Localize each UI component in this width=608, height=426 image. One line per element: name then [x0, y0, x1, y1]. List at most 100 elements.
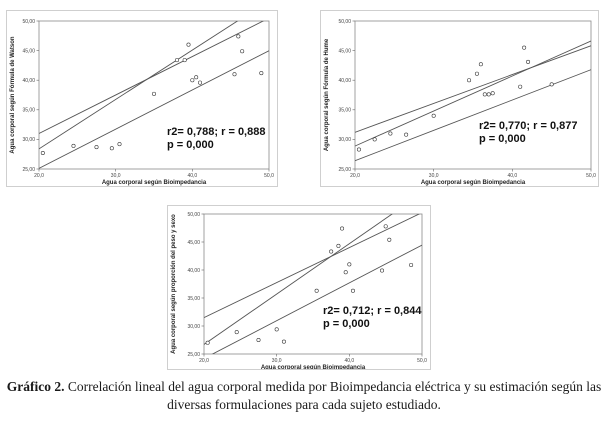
x-tick-label: 50,0: [586, 173, 596, 179]
y-tick-label: 25,00: [22, 167, 35, 173]
data-point: [518, 84, 523, 89]
data-point: [482, 92, 487, 97]
y-tick-label: 45,00: [187, 240, 200, 246]
data-point: [340, 226, 345, 231]
data-point: [522, 45, 527, 50]
y-tick-label: 50,00: [338, 19, 351, 25]
data-point: [372, 137, 377, 142]
scatter-plot-svg: 20,0 30,0 40,0 50,0 25,00 30,00 35,00 40,00 45,0…: [171, 212, 427, 369]
stat-annotation: p = 0,000: [323, 318, 370, 330]
x-tick-label: 40,0: [507, 173, 517, 179]
y-tick-label: 30,00: [22, 137, 35, 143]
plot-area: [204, 214, 422, 354]
data-point: [380, 268, 385, 273]
data-point: [404, 132, 409, 137]
data-point: [205, 340, 210, 345]
y-tick-label: 30,00: [187, 324, 200, 330]
data-point: [490, 91, 495, 96]
data-point: [256, 338, 261, 343]
scatter-plot-svg: 20,0 30,0 40,0 50,0 25,00 30,00 35,00 40,00 45,0…: [324, 19, 596, 186]
x-tick-label: 20,0: [350, 173, 360, 179]
x-tick-label: 50,0: [417, 358, 427, 364]
data-point: [117, 142, 122, 147]
data-point: [409, 262, 414, 267]
y-tick-label: 30,00: [338, 137, 351, 143]
data-point: [478, 62, 483, 67]
ci-lower-line: [355, 69, 591, 162]
y-tick-label: 45,00: [338, 48, 351, 54]
data-point: [190, 78, 195, 83]
chart-panel-hume: 20,0 30,0 40,0 50,0 25,00 30,00 35,00 40,00 45,0…: [320, 10, 599, 187]
x-tick-label: 20,0: [34, 173, 44, 179]
ci-lower-line: [211, 244, 422, 354]
data-point: [236, 34, 241, 39]
x-tick-label: 40,0: [187, 173, 197, 179]
plot-frame: [203, 213, 423, 355]
data-point: [486, 92, 491, 97]
data-point: [329, 249, 334, 254]
y-tick-label: 35,00: [22, 108, 35, 114]
y-tick-label: 50,00: [187, 212, 200, 218]
data-point: [40, 151, 45, 156]
data-point: [232, 72, 237, 77]
scatter-plot-svg: 20,0 30,0 40,0 50,0 25,00 30,00 35,00 40,00 45,0…: [10, 19, 274, 186]
data-point: [194, 75, 199, 80]
chart-panel-peso-sexo: 20,0 30,0 40,0 50,0 25,00 30,00 35,00 40,00 45,0…: [167, 205, 431, 370]
y-tick-label: 50,00: [22, 19, 35, 25]
y-tick-label: 40,00: [338, 78, 351, 84]
data-point: [356, 147, 361, 152]
x-tick-label: 50,0: [264, 173, 274, 179]
ci-upper-line: [204, 214, 421, 319]
data-point: [431, 113, 436, 118]
stat-annotation: r2= 0,788; r = 0,888: [167, 126, 265, 138]
data-point: [198, 80, 203, 85]
fit-line: [39, 21, 239, 150]
data-point: [314, 288, 319, 293]
stat-annotation: p = 0,000: [167, 139, 214, 151]
x-tick-label: 30,0: [429, 173, 439, 179]
data-point: [186, 42, 191, 47]
y-tick-label: 35,00: [338, 108, 351, 114]
fit-line: [204, 214, 393, 346]
ci-upper-line: [39, 21, 265, 134]
plot-area: [39, 21, 269, 169]
caption-label: Gráfico 2.: [6, 379, 65, 394]
data-point: [474, 71, 479, 76]
plot-area: [355, 40, 596, 162]
y-axis-label: Agua corporal según proporción del peso …: [171, 214, 177, 354]
y-tick-label: 40,00: [22, 78, 35, 84]
data-point: [152, 91, 157, 96]
x-tick-label: 40,0: [344, 358, 354, 364]
x-tick-label: 20,0: [199, 358, 209, 364]
data-point: [388, 131, 393, 136]
caption-text: Correlación lineal del agua corporal med…: [64, 379, 602, 412]
data-point: [175, 58, 180, 63]
data-point: [467, 78, 472, 83]
data-point: [281, 339, 286, 344]
data-point: [549, 82, 554, 87]
stat-annotation: p = 0,000: [479, 133, 526, 145]
data-point: [383, 224, 388, 229]
data-point: [259, 71, 264, 76]
data-point: [234, 330, 239, 335]
data-point: [71, 143, 76, 148]
y-tick-label: 25,00: [338, 167, 351, 173]
data-point: [526, 59, 531, 64]
figure-caption: Gráfico 2. Correlación lineal del agua c…: [0, 378, 608, 414]
data-point: [109, 146, 114, 151]
data-point: [94, 145, 99, 150]
x-axis-label: Agua corporal según Bioimpedancia: [421, 180, 526, 186]
data-point: [240, 49, 245, 54]
data-point: [274, 327, 279, 332]
data-point: [343, 270, 348, 275]
data-point: [593, 82, 596, 85]
x-tick-label: 30,0: [111, 173, 121, 179]
x-axis-label: Agua corporal según Bioimpedancia: [102, 180, 207, 186]
data-point: [387, 237, 392, 242]
stat-annotation: r2= 0,770; r = 0,877: [479, 120, 577, 132]
x-axis-label: Agua corporal según Bioimpedancia: [261, 365, 366, 369]
fit-line: [355, 40, 591, 147]
y-axis-label: Agua corporal según Fórmula de Watson: [10, 36, 16, 153]
y-tick-label: 40,00: [187, 268, 200, 274]
ci-lower-line: [39, 50, 269, 169]
